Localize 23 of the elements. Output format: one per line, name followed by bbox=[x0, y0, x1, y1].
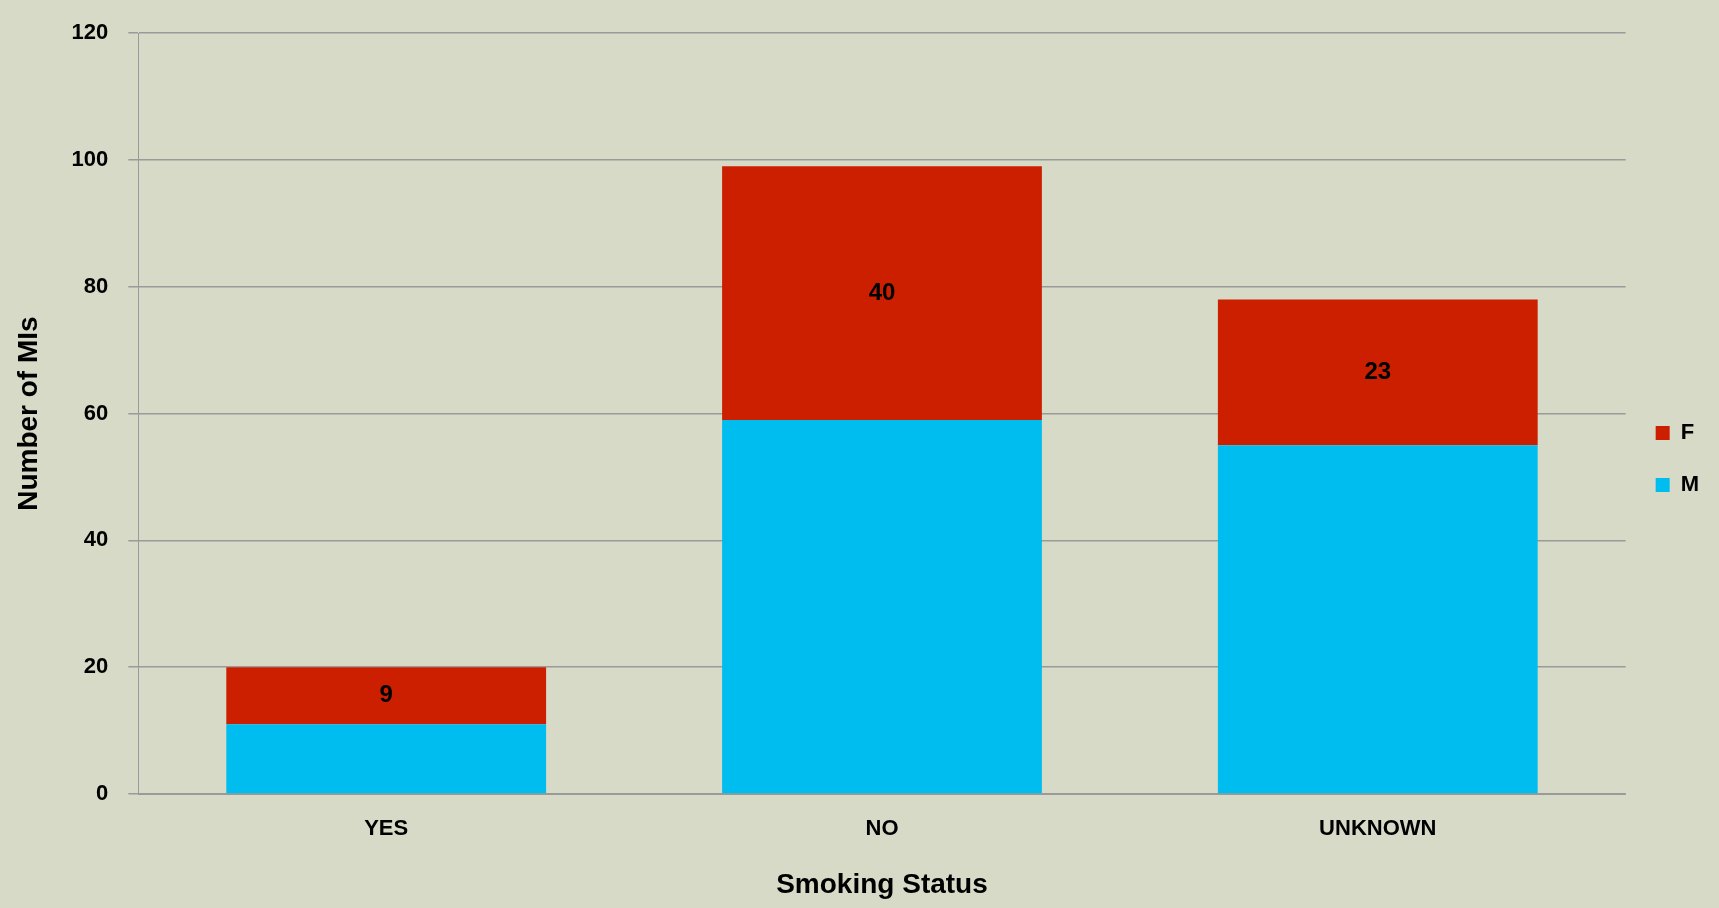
bar bbox=[226, 724, 547, 794]
y-tick-label: 100 bbox=[71, 146, 109, 172]
x-tick-label: UNKNOWN bbox=[1319, 815, 1437, 841]
y-tick-label: 20 bbox=[83, 653, 109, 679]
legend-label: M bbox=[1680, 471, 1699, 497]
bar bbox=[722, 419, 1042, 794]
y-tick-label: 120 bbox=[71, 19, 109, 45]
y-tick-label: 60 bbox=[83, 399, 109, 425]
y-tick-label: 40 bbox=[83, 526, 109, 552]
bar bbox=[722, 166, 1042, 420]
data-label: 9 bbox=[379, 680, 393, 708]
bar bbox=[226, 667, 547, 725]
data-label: 23 bbox=[1364, 357, 1392, 385]
y-tick-label: 0 bbox=[96, 780, 109, 806]
bar bbox=[1217, 445, 1538, 794]
bar bbox=[1217, 299, 1538, 446]
y-axis-title: Number of MIs bbox=[11, 316, 43, 511]
x-tick-label: YES bbox=[364, 815, 409, 841]
data-label: 40 bbox=[868, 277, 896, 305]
y-tick-label: 80 bbox=[83, 272, 109, 298]
x-axis-title: Smoking Status bbox=[776, 867, 988, 899]
x-tick-label: NO bbox=[865, 815, 899, 841]
legend-label: F bbox=[1680, 419, 1695, 445]
